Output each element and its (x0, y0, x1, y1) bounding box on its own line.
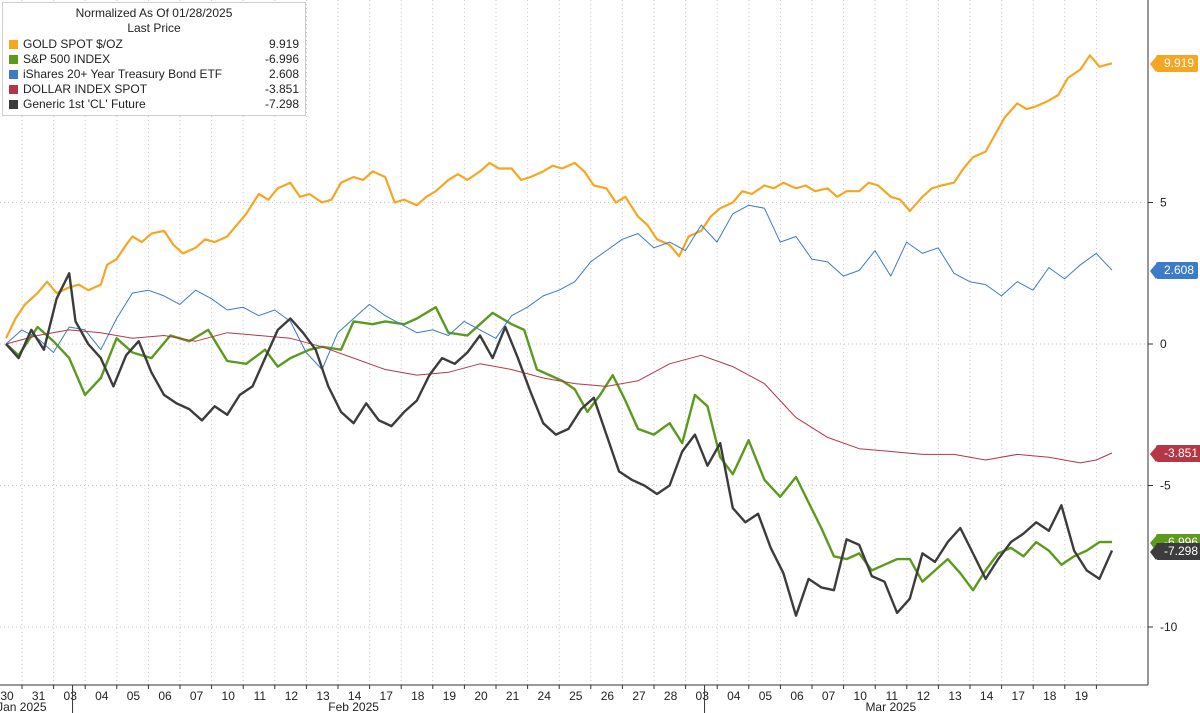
series-line-3 (5, 329, 1113, 464)
gridlines (0, 0, 1148, 685)
y-tick-label: -10 (1160, 620, 1178, 634)
legend-entry-sp500: S&P 500 INDEX -6.996 (7, 52, 303, 67)
x-tick-label: 26 (601, 689, 615, 703)
legend-value-dxy: -3.851 (264, 82, 299, 96)
legend-swatch-gold (9, 40, 18, 49)
series-lines (5, 54, 1114, 617)
series-line-4 (5, 272, 1114, 617)
x-tick-label: 19 (1075, 689, 1089, 703)
x-tick-label: 07 (190, 689, 204, 703)
x-tick-label: 14 (980, 689, 994, 703)
chart-title: Normalized As Of 01/28/2025 (75, 6, 233, 20)
legend-entry-tlt: iShares 20+ Year Treasury Bond ETF 2.608 (7, 67, 303, 82)
legend-value-gold: 9.919 (268, 37, 299, 51)
x-tick-label: 05 (127, 689, 141, 703)
y-axis-panel (1149, 0, 1200, 685)
x-tick-label: 18 (411, 689, 425, 703)
legend-label-crude: Generic 1st 'CL' Future (23, 97, 146, 111)
legend-swatch-crude (9, 100, 18, 109)
last-value-tag: -7.298 (1149, 542, 1200, 560)
x-tick-label: 04 (727, 689, 741, 703)
legend: Normalized As Of 01/28/2025 Last Price G… (2, 2, 306, 116)
chart-subtitle: Last Price (127, 21, 181, 35)
x-tick-label: 13 (948, 689, 962, 703)
x-tick-label: 12 (285, 689, 299, 703)
legend-label-dxy: DOLLAR INDEX SPOT (23, 82, 148, 96)
x-tick-label: 20 (474, 689, 488, 703)
x-month-label: Jan 2025 (0, 700, 47, 713)
x-tick-label: 05 (759, 689, 773, 703)
x-tick-label: 03 (64, 689, 78, 703)
x-tick-label: 10 (222, 689, 236, 703)
x-tick-label: 12 (917, 689, 931, 703)
x-tick-label: 06 (158, 689, 172, 703)
legend-swatch-dxy (9, 85, 18, 94)
last-value-tag: -3.851 (1149, 444, 1200, 462)
x-tick-label: 11 (886, 689, 899, 703)
x-tick-label: 14 (348, 689, 362, 703)
y-tick-label: 0 (1160, 337, 1167, 351)
x-tick-label: 27 (632, 689, 646, 703)
x-tick-label: 18 (1043, 689, 1057, 703)
legend-entry-dxy: DOLLAR INDEX SPOT -3.851 (7, 82, 303, 97)
legend-entry-crude: Generic 1st 'CL' Future -7.298 (7, 97, 303, 112)
x-tick-label: 17 (1012, 689, 1026, 703)
last-value-tag: 2.608 (1149, 262, 1199, 280)
last-value-tag: 9.919 (1149, 55, 1199, 73)
y-tick-label: 5 (1160, 196, 1167, 210)
x-tick-label: 10 (854, 689, 868, 703)
series-line-0 (5, 54, 1113, 339)
x-tick-label: 04 (95, 689, 109, 703)
x-tick-label: 19 (443, 689, 457, 703)
legend-value-crude: -7.298 (264, 97, 299, 111)
legend-swatch-sp500 (9, 55, 18, 64)
y-tick-label: -5 (1160, 479, 1171, 493)
legend-label-tlt: iShares 20+ Year Treasury Bond ETF (23, 67, 223, 81)
x-tick-label: 13 (316, 689, 330, 703)
legend-entry-gold: GOLD SPOT $/OZ 9.919 (7, 37, 303, 52)
series-line-1 (5, 306, 1113, 592)
x-month-label: Feb 2025 (328, 700, 379, 713)
x-tick-label: 21 (506, 689, 520, 703)
x-tick-label: 28 (664, 689, 678, 703)
legend-value-sp500: -6.996 (264, 52, 299, 66)
x-tick-label: 03 (696, 689, 710, 703)
legend-label-sp500: S&P 500 INDEX (23, 52, 111, 66)
x-tick-label: 30 (0, 689, 14, 703)
series-line-2 (5, 204, 1113, 370)
legend-value-tlt: 2.608 (268, 67, 299, 81)
x-month-label: Mar 2025 (865, 700, 916, 713)
x-tick-label: 31 (32, 689, 46, 703)
x-tick-label: 07 (822, 689, 836, 703)
legend-swatch-tlt (9, 70, 18, 79)
legend-label-gold: GOLD SPOT $/OZ (23, 37, 123, 51)
x-tick-label: 25 (569, 689, 583, 703)
x-tick-label: 06 (790, 689, 804, 703)
x-tick-label: 24 (538, 689, 552, 703)
x-tick-label: 17 (380, 689, 394, 703)
x-tick-label: 11 (254, 689, 267, 703)
